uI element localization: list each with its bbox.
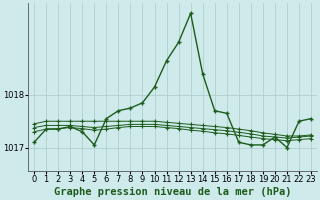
X-axis label: Graphe pression niveau de la mer (hPa): Graphe pression niveau de la mer (hPa) — [54, 187, 291, 197]
